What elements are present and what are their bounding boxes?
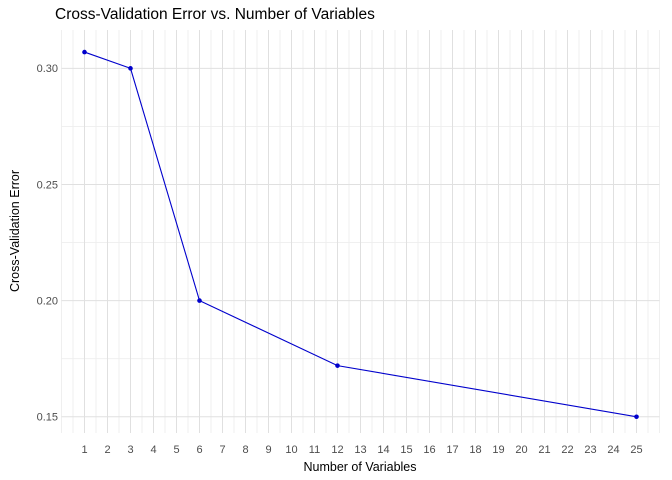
x-tick-label: 9: [265, 444, 271, 456]
x-tick-label: 14: [377, 444, 389, 456]
x-tick-label: 4: [150, 444, 156, 456]
data-point: [634, 414, 639, 420]
x-tick-label: 25: [630, 444, 642, 456]
x-tick-label: 17: [446, 444, 458, 456]
data-point: [335, 363, 340, 368]
x-tick-label: 15: [400, 444, 412, 456]
x-tick-label: 1: [81, 444, 87, 456]
data-point: [82, 49, 87, 55]
x-tick-label: 5: [173, 444, 179, 456]
x-tick-label: 16: [423, 444, 435, 456]
x-tick-label: 13: [354, 444, 366, 456]
chart-title: Cross-Validation Error vs. Number of Var…: [55, 6, 375, 23]
x-tick-label: 24: [607, 444, 619, 456]
x-tick-label: 2: [104, 444, 110, 456]
data-point: [197, 298, 202, 303]
x-tick-label: 7: [219, 444, 225, 456]
x-tick-label: 6: [196, 444, 202, 456]
x-tick-label: 23: [584, 444, 596, 456]
x-tick-label: 8: [242, 444, 248, 456]
y-tick-label: 0.20: [37, 295, 58, 307]
x-tick-label: 19: [492, 444, 504, 456]
x-tick-label: 22: [561, 444, 573, 456]
y-tick-label: 0.30: [37, 63, 58, 75]
y-tick-label: 0.15: [37, 412, 58, 424]
x-tick-label: 10: [285, 444, 297, 456]
x-tick-label: 20: [515, 444, 527, 456]
x-tick-label: 11: [309, 444, 320, 456]
x-tick-label: 18: [469, 444, 481, 456]
x-tick-label: 3: [127, 444, 133, 456]
x-axis-title: Number of Variables: [303, 460, 417, 474]
y-axis-title: Cross-Validation Error: [8, 169, 22, 293]
y-tick-label: 0.25: [37, 179, 58, 191]
x-tick-label: 21: [538, 444, 550, 456]
data-point: [128, 66, 133, 71]
x-tick-label: 12: [331, 444, 343, 456]
